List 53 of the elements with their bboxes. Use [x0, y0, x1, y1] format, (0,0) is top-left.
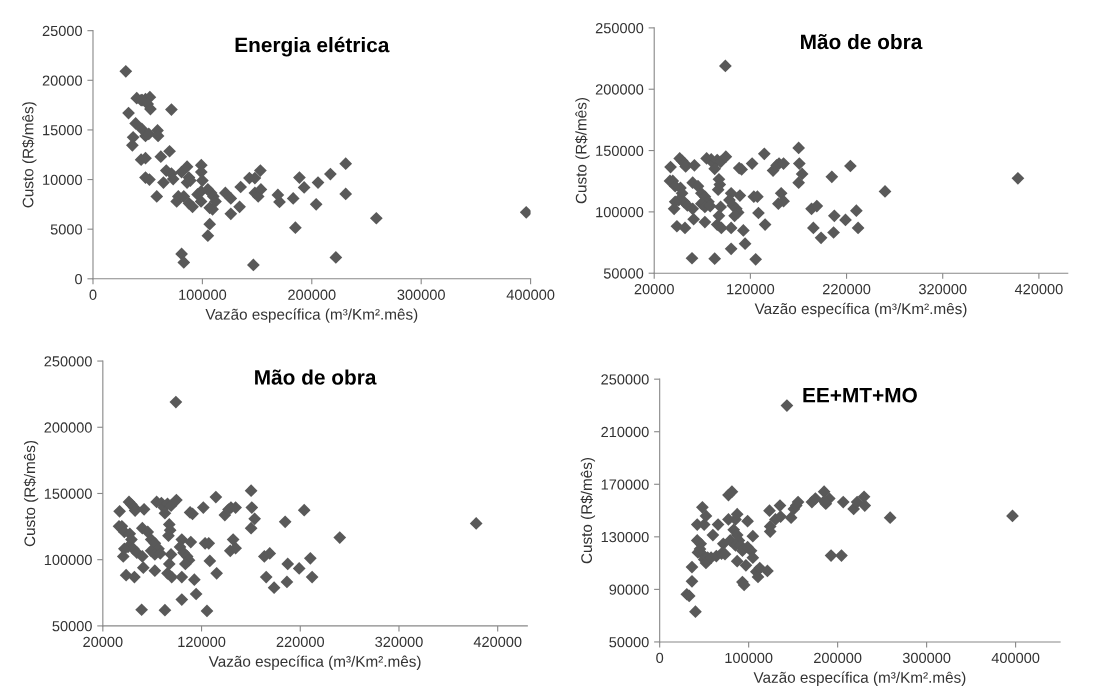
- y-tick-label: 50000: [609, 637, 649, 648]
- x-tick-label: 20000: [634, 284, 674, 295]
- x-tick-label: 20000: [83, 636, 123, 648]
- y-tick-label: 250000: [595, 22, 644, 34]
- x-axis-title: Vazão específica (m³/Km².mês): [208, 655, 421, 670]
- chart-title: Mão de obra: [801, 33, 923, 50]
- y-axis-title: Custo (R$/mês): [580, 458, 596, 564]
- x-tick-label: 120000: [727, 284, 775, 295]
- chart-title: Energia elétrica: [235, 36, 390, 57]
- x-tick-label: 100000: [179, 289, 227, 300]
- y-tick-label: 50000: [52, 621, 92, 632]
- y-tick-label: 0: [75, 273, 82, 285]
- chart-title: EE+MT+MO: [803, 387, 917, 403]
- chart-title: Mão de obra: [255, 369, 377, 385]
- y-tick-label: 210000: [601, 426, 649, 438]
- x-axis-title: Vazão específica (m³/Km².mês): [753, 671, 966, 686]
- x-tick-label: 120000: [178, 636, 226, 648]
- x-tick-label: 200000: [814, 652, 862, 664]
- x-tick-label: 400000: [991, 652, 1040, 664]
- y-tick-label: 170000: [601, 479, 649, 490]
- x-tick-label: 400000: [506, 289, 555, 300]
- y-tick-label: 200000: [595, 84, 644, 95]
- y-tick-label: 5000: [50, 224, 83, 235]
- y-tick-label: 10000: [43, 174, 83, 185]
- y-tick-label: 100000: [44, 554, 92, 566]
- y-tick-label: 150000: [596, 145, 644, 156]
- x-tick-label: 320000: [375, 636, 423, 648]
- x-tick-label: 420000: [1014, 284, 1063, 295]
- x-tick-label: 300000: [397, 289, 445, 300]
- y-tick-label: 250000: [601, 374, 649, 385]
- y-tick-label: 50000: [603, 268, 644, 279]
- y-tick-label: 200000: [44, 422, 92, 433]
- y-tick-label: 90000: [609, 584, 649, 595]
- x-axis-title: Vazão específica (m³/Km².mês): [754, 302, 967, 318]
- y-tick-label: 130000: [601, 531, 649, 543]
- x-tick-label: 320000: [918, 284, 967, 295]
- y-tick-label: 250000: [44, 356, 92, 367]
- x-tick-label: 220000: [276, 636, 325, 648]
- x-tick-label: 420000: [473, 636, 522, 648]
- y-axis-title: Custo (R$/mês): [575, 98, 590, 204]
- y-tick-label: 15000: [43, 125, 83, 136]
- x-tick-label: 220000: [822, 284, 871, 295]
- x-tick-label: 100000: [725, 652, 773, 664]
- x-tick-label: 300000: [902, 652, 951, 664]
- x-axis-title: Vazão específica (m³/Km².mês): [205, 308, 418, 323]
- x-tick-label: 200000: [288, 289, 336, 300]
- y-tick-label: 100000: [596, 206, 644, 218]
- y-tick-label: 25000: [42, 25, 83, 37]
- y-tick-label: 150000: [44, 488, 92, 499]
- y-tick-label: 20000: [42, 75, 83, 86]
- y-axis-title: Custo (R$/mês): [21, 102, 37, 208]
- y-axis-title: Custo (R$/mês): [23, 440, 39, 547]
- x-tick-label: 0: [656, 652, 664, 664]
